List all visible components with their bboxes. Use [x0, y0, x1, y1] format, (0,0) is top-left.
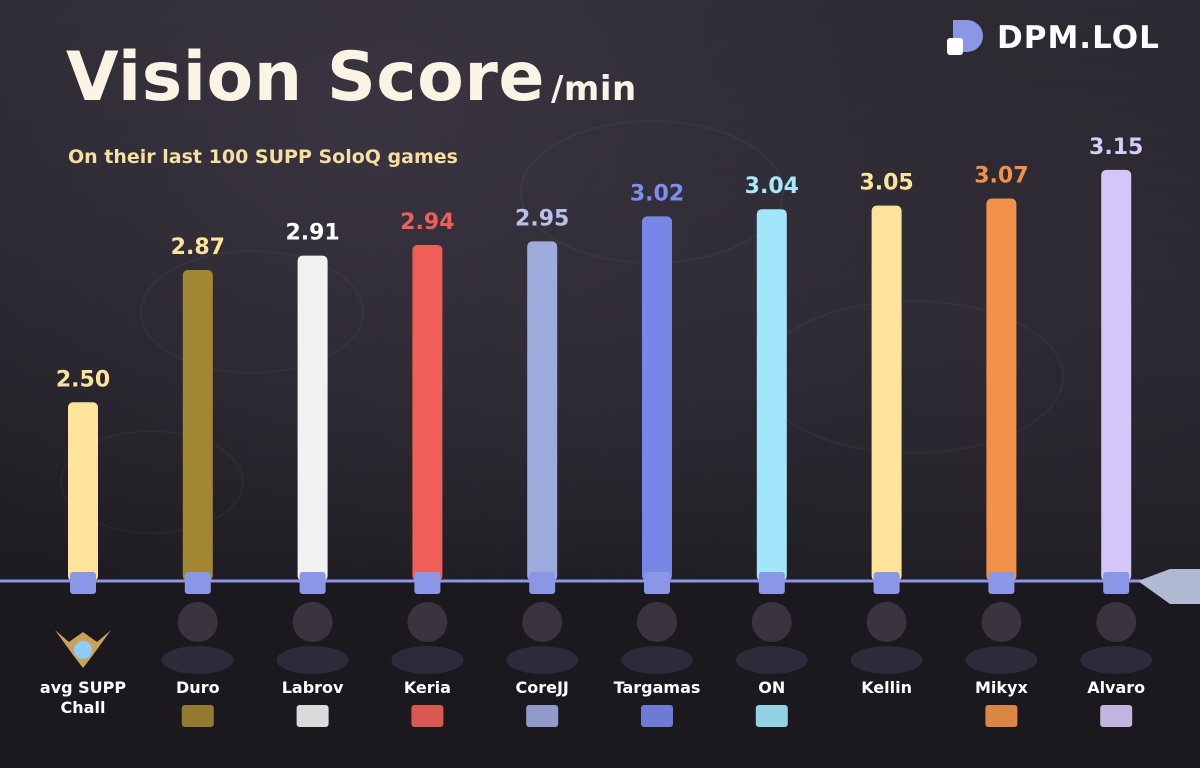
avatar-shoulders [965, 646, 1038, 674]
data-label: 3.02 [630, 181, 684, 206]
avatar-head [981, 602, 1022, 642]
player-avatar [621, 602, 693, 674]
avatar-shoulders [276, 646, 349, 674]
bar-group: 3.02 [630, 181, 684, 594]
team-logo-icon [181, 705, 214, 727]
avatar-shoulders [1080, 646, 1153, 674]
avatar-head [407, 602, 448, 642]
axis-tick-marker [70, 572, 96, 594]
avatar-shoulders [850, 646, 923, 674]
avatar-shoulders [391, 646, 464, 674]
axis-tick-marker [529, 572, 556, 594]
team-logo-icon [985, 705, 1018, 727]
bar-group: 3.07 [974, 163, 1029, 594]
player-avatar [391, 602, 464, 674]
chart-title-unit: /min [550, 69, 637, 109]
data-label: 2.87 [171, 235, 225, 260]
axis-arrow-icon [1138, 569, 1200, 604]
bar-group: 3.15 [1089, 135, 1143, 594]
player-avatar [735, 602, 808, 674]
avatar-head [292, 602, 333, 642]
avatar-head [522, 602, 563, 642]
data-label: 2.50 [56, 367, 110, 392]
player-avatar [161, 602, 234, 674]
player-name: Mikyx [974, 678, 1028, 697]
player-avatar [506, 602, 579, 674]
bar-on [756, 209, 787, 581]
player-name: Alvaro [1087, 678, 1146, 697]
data-label: 3.15 [1089, 135, 1143, 160]
avatar-shoulders [621, 646, 693, 674]
challenger-gem-icon [74, 641, 92, 659]
avatar-head [1096, 602, 1137, 642]
bar-targamas [642, 216, 672, 581]
bar-group: 2.95 [515, 206, 569, 594]
axis-tick-marker [1103, 572, 1130, 594]
player-avatar [276, 602, 349, 674]
bar-corejj [527, 241, 558, 581]
bar-group: 2.91 [285, 221, 340, 594]
player-name: avg SUPP Chall [39, 678, 127, 717]
player-name: Keria [403, 678, 451, 697]
brand-logo: DPM.LOL [945, 16, 1160, 60]
team-logo-icon [296, 705, 329, 727]
player-avatar [850, 602, 923, 674]
team-logo-icon [411, 705, 444, 727]
bar-kellin [871, 205, 902, 581]
avatar-head [637, 602, 677, 642]
team-logo-icon [526, 705, 559, 727]
player-name: Labrov [281, 678, 344, 697]
data-label: 3.05 [859, 171, 913, 196]
player-name: ON [758, 678, 786, 697]
player-avatar [1080, 602, 1153, 674]
axis-tick-marker [184, 572, 211, 594]
chart-subtitle: On their last 100 SUPP SoloQ games [68, 146, 458, 168]
team-logo-icon [755, 705, 788, 727]
bar-mikyx [986, 198, 1017, 581]
team-logo-icon [641, 705, 673, 727]
player-panel [0, 581, 1200, 768]
avatar-head [751, 602, 792, 642]
axis-tick-marker [644, 572, 670, 594]
dpm-logo-icon [945, 18, 985, 58]
bar-duro [182, 269, 213, 581]
axis-tick-marker [299, 572, 326, 594]
chart-title-text: Vision Score [66, 38, 545, 117]
bar-group: 3.05 [859, 171, 914, 594]
avatar-head [177, 602, 218, 642]
bar-group: 2.94 [400, 210, 455, 594]
data-label: 3.07 [974, 163, 1028, 188]
team-logo-icon [1100, 705, 1133, 727]
chart-title: Vision Score/min [66, 44, 637, 112]
bar-labrov [297, 255, 328, 582]
data-label: 2.95 [515, 206, 569, 231]
player-avatar [965, 602, 1038, 674]
bar-group: 3.04 [745, 174, 799, 594]
avatar-shoulders [506, 646, 579, 674]
player-name: Kellin [861, 678, 912, 697]
bar-keria [412, 244, 443, 581]
axis-tick-marker [988, 572, 1015, 594]
avatar-head [866, 602, 907, 642]
bar-avg-supp-chall [68, 402, 98, 581]
axis-tick-marker [873, 572, 900, 594]
avatar-shoulders [161, 646, 234, 674]
brand-name: DPM.LOL [997, 20, 1160, 56]
data-label: 3.04 [745, 174, 799, 199]
data-label: 2.94 [400, 210, 454, 235]
avatar-shoulders [735, 646, 808, 674]
axis-tick-marker [414, 572, 441, 594]
player-name: Targamas [613, 678, 701, 697]
bar-group: 2.87 [171, 235, 225, 594]
bar-group: 2.50 [56, 367, 110, 594]
data-label: 2.91 [285, 221, 339, 246]
player-name: Duro [176, 678, 220, 697]
axis-tick-marker [758, 572, 785, 594]
bar-alvaro [1101, 169, 1132, 581]
player-name: CoreJJ [515, 678, 569, 697]
